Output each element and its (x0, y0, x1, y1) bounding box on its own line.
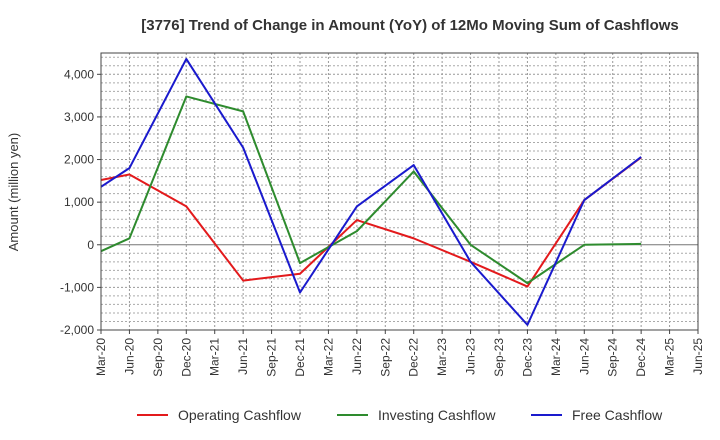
x-tick-label: Jun-25 (691, 338, 705, 375)
chart-title: [3776] Trend of Change in Amount (YoY) o… (141, 17, 679, 34)
x-tick-label: Jun-23 (464, 338, 478, 375)
investing-cashflow-legend-label: Investing Cashflow (378, 407, 496, 423)
x-tick-label: Sep-21 (265, 338, 279, 377)
y-tick-label: -1,000 (60, 280, 94, 294)
x-tick-label: Sep-24 (606, 338, 620, 377)
x-tick-label: Jun-24 (577, 338, 591, 375)
y-tick-label: -2,000 (60, 323, 94, 337)
x-tick-label: Dec-21 (293, 338, 307, 377)
series-layer (100, 57, 642, 326)
x-tick-label: Dec-23 (520, 338, 534, 377)
operating-cashflow-legend-label: Operating Cashflow (178, 407, 302, 423)
y-tick-labels: -2,000 -1,000 0 1,000 2,000 3,000 4,000 (60, 67, 101, 337)
x-tick-label: Mar-24 (549, 338, 563, 376)
x-tick-label: Jun-22 (350, 338, 364, 375)
y-tick-label: 0 (87, 238, 94, 252)
x-tick-label: Mar-21 (208, 338, 222, 376)
free-cashflow-legend-label: Free Cashflow (572, 407, 663, 423)
y-tick-label: 4,000 (64, 67, 94, 81)
x-tick-label: Dec-24 (634, 338, 648, 377)
free-cashflow-line (100, 57, 642, 326)
plot-frame (100, 52, 699, 331)
y-axis-label: Amount (million yen) (6, 133, 21, 252)
x-tick-label: Jun-20 (122, 338, 136, 375)
operating-cashflow-line (100, 156, 642, 288)
y-tick-label: 2,000 (64, 153, 94, 167)
x-tick-label: Mar-20 (94, 338, 108, 376)
x-tick-label: Sep-22 (378, 338, 392, 377)
x-tick-label: Dec-20 (179, 338, 193, 377)
y-tick-label: 1,000 (64, 195, 94, 209)
investing-cashflow-line (100, 95, 642, 285)
x-tick-label: Sep-23 (492, 338, 506, 377)
x-tick-label: Mar-23 (435, 338, 449, 376)
x-tick-labels: Mar-20 Jun-20 Sep-20 Dec-20 Mar-21 Jun-21 Sep-… (94, 330, 705, 377)
x-tick-label: Dec-22 (407, 338, 421, 377)
legend: Operating Cashflow Investing Cashflow Free… (137, 407, 663, 423)
grid-layer (101, 53, 698, 331)
y-tick-label: 3,000 (64, 110, 94, 124)
x-tick-label: Jun-21 (236, 338, 250, 375)
x-tick-label: Mar-25 (663, 338, 677, 376)
x-tick-label: Sep-20 (151, 338, 165, 377)
x-tick-label: Mar-22 (321, 338, 335, 376)
